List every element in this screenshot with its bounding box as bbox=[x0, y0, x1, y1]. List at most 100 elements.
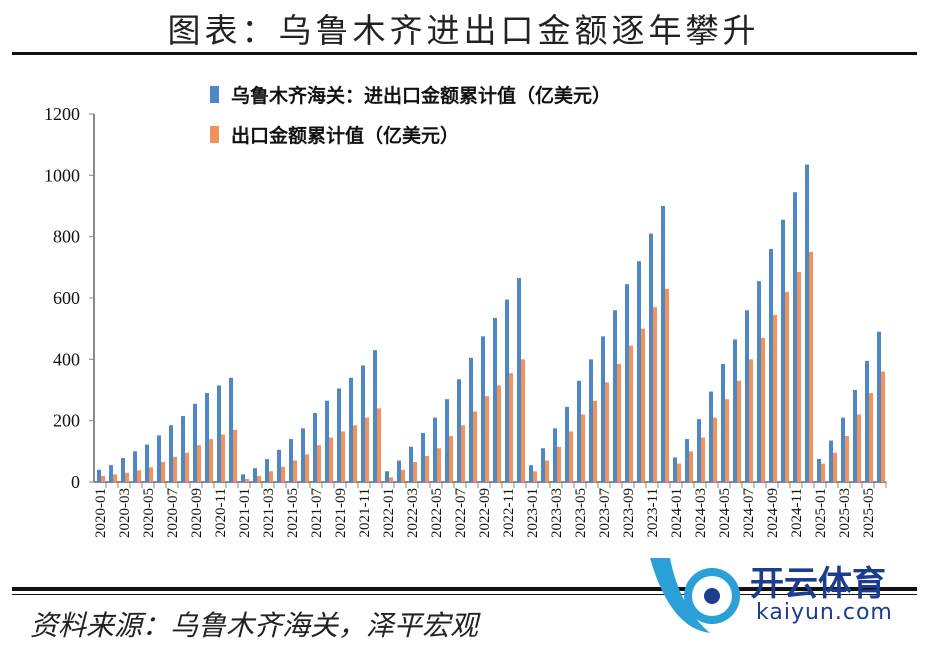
bar-exports bbox=[425, 455, 429, 482]
watermark-ball-icon bbox=[650, 558, 740, 633]
bar-exports bbox=[245, 478, 249, 482]
x-tick-label: 2024-05 bbox=[717, 488, 733, 538]
bar-exports bbox=[101, 475, 105, 482]
bar-total bbox=[469, 357, 473, 482]
bar-total bbox=[877, 331, 881, 482]
bar-exports bbox=[305, 454, 309, 482]
bar-total bbox=[853, 390, 857, 482]
bar-total bbox=[313, 413, 317, 482]
x-tick-label: 2021-11 bbox=[357, 488, 373, 537]
bar-total bbox=[97, 469, 101, 482]
bar-total bbox=[289, 439, 293, 482]
bar-exports bbox=[377, 408, 381, 482]
watermark-logo: 开云体育 kaiyun.com bbox=[640, 548, 925, 638]
x-tick-label: 2022-05 bbox=[429, 488, 445, 538]
x-tick-label: 2023-03 bbox=[549, 488, 565, 538]
bar-total bbox=[613, 310, 617, 482]
bar-total bbox=[361, 365, 365, 482]
x-tick-label: 2025-05 bbox=[861, 488, 877, 538]
bar-total bbox=[661, 206, 665, 482]
bar-total bbox=[553, 428, 557, 482]
bar-exports bbox=[125, 472, 129, 482]
bar-total bbox=[781, 219, 785, 483]
bar-total bbox=[457, 379, 461, 482]
bar-total bbox=[445, 399, 449, 482]
bar-exports bbox=[725, 399, 729, 482]
bar-exports bbox=[773, 314, 777, 482]
x-tick-label: 2025-01 bbox=[813, 488, 829, 538]
bar-exports bbox=[293, 460, 297, 482]
bar-exports bbox=[581, 414, 585, 482]
bar-exports bbox=[281, 466, 285, 482]
bar-total bbox=[721, 363, 725, 482]
bar-total bbox=[805, 164, 809, 482]
bar-exports bbox=[629, 345, 633, 482]
x-tick-label: 2021-07 bbox=[309, 488, 325, 538]
bar-total bbox=[505, 299, 509, 482]
bar-exports bbox=[473, 411, 477, 482]
y-tick-label: 600 bbox=[53, 288, 80, 308]
bar-total bbox=[265, 459, 269, 482]
bar-exports bbox=[749, 359, 753, 482]
bar-total bbox=[841, 417, 845, 482]
bar-total bbox=[169, 425, 173, 482]
bar-exports bbox=[797, 271, 801, 482]
bar-exports bbox=[257, 475, 261, 482]
x-tick-label: 2024-01 bbox=[669, 488, 685, 538]
x-tick-label: 2023-07 bbox=[597, 488, 613, 538]
bar-exports bbox=[833, 452, 837, 482]
bar-total bbox=[481, 336, 485, 482]
bar-total bbox=[565, 406, 569, 482]
x-tick-label: 2021-09 bbox=[333, 488, 349, 538]
bar-total bbox=[673, 457, 677, 482]
bar-exports bbox=[869, 393, 873, 482]
bar-exports bbox=[449, 436, 453, 482]
bar-exports bbox=[677, 463, 681, 482]
x-tick-label: 2024-11 bbox=[789, 488, 805, 537]
bar-total bbox=[637, 261, 641, 482]
footer-divider-thin bbox=[12, 594, 917, 595]
bar-total bbox=[301, 428, 305, 482]
x-tick-label: 2020-11 bbox=[213, 488, 229, 537]
bar-exports bbox=[785, 291, 789, 482]
x-tick-label: 2025-03 bbox=[837, 488, 853, 538]
bar-exports bbox=[137, 470, 141, 482]
bar-total bbox=[757, 281, 761, 482]
bar-exports bbox=[485, 396, 489, 482]
bar-exports bbox=[209, 439, 213, 482]
bar-total bbox=[109, 465, 113, 482]
title-divider bbox=[12, 52, 917, 55]
bar-total bbox=[241, 474, 245, 482]
legend-item-total: 乌鲁木齐海关：进出口金额累计值（亿美元） bbox=[210, 74, 611, 114]
bar-exports bbox=[617, 363, 621, 482]
bar-exports bbox=[341, 431, 345, 482]
watermark-url: kaiyun.com bbox=[756, 600, 893, 625]
bar-total bbox=[769, 248, 773, 482]
bar-exports bbox=[173, 456, 177, 482]
bar-total bbox=[577, 380, 581, 482]
source-note: 资料来源：乌鲁木齐海关，泽平宏观 bbox=[30, 609, 479, 642]
bar-total bbox=[541, 448, 545, 482]
bar-total bbox=[529, 465, 533, 482]
bar-total bbox=[145, 444, 149, 482]
x-tick-label: 2022-07 bbox=[453, 488, 469, 538]
bar-exports bbox=[857, 414, 861, 482]
y-tick-label: 0 bbox=[71, 472, 80, 492]
x-tick-label: 2022-03 bbox=[405, 488, 421, 538]
x-tick-label: 2023-01 bbox=[525, 488, 541, 538]
bar-exports bbox=[821, 463, 825, 482]
bar-exports bbox=[761, 337, 765, 482]
bar-exports bbox=[545, 460, 549, 482]
bar-exports bbox=[713, 417, 717, 482]
bar-total bbox=[277, 449, 281, 482]
bar-total bbox=[181, 416, 185, 482]
bar-total bbox=[121, 458, 125, 482]
bar-total bbox=[697, 419, 701, 482]
bar-exports bbox=[413, 462, 417, 482]
footer-divider-thick bbox=[12, 587, 917, 591]
bar-exports bbox=[161, 462, 165, 482]
bar-total bbox=[817, 459, 821, 482]
bar-exports bbox=[233, 429, 237, 482]
bar-total bbox=[433, 417, 437, 482]
